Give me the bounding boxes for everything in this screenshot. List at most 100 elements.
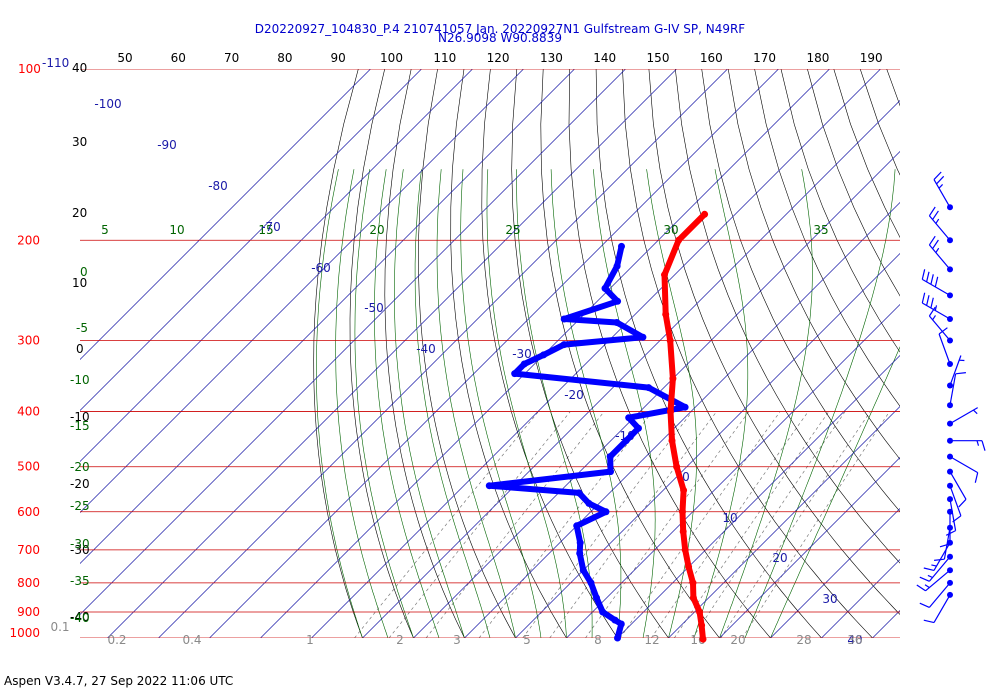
wind-barb-feather: [919, 602, 930, 608]
dry-adiabat-line: [807, 69, 900, 297]
isotherm-label: -70: [261, 220, 281, 234]
wind-barb-half-feather: [931, 564, 937, 567]
isotherm-line: [80, 69, 422, 411]
dewpoint-profile-point: [635, 424, 642, 432]
mixing-ratio-line: [478, 411, 653, 638]
dry-adiabat-line: [780, 69, 900, 353]
moist-axis-label: -20: [70, 460, 90, 474]
dewpoint-profile-point: [639, 333, 647, 341]
wind-barb-staff: [928, 244, 951, 270]
isotherm-line: [209, 69, 779, 638]
temperature-profile-point: [661, 271, 668, 279]
wind-barb-staff: [933, 542, 951, 571]
temperature-profile-point: [667, 408, 674, 416]
pressure-label: 300: [17, 333, 40, 347]
temperature-profile-point: [689, 579, 697, 587]
wind-barb-feather: [981, 440, 986, 451]
dewpoint-profile-point: [614, 634, 621, 642]
wind-barb-staff: [949, 373, 957, 406]
top-tick-label: 70: [224, 51, 239, 65]
isotherm-line: [872, 610, 900, 638]
moist-axis-label: -30: [70, 537, 90, 551]
moist-adiabat-line: [693, 169, 749, 638]
wind-barb-feather: [916, 584, 926, 592]
pressure-label: 500: [17, 460, 40, 474]
dewpoint-profile-point: [611, 616, 619, 624]
mixing-ratio-label: 5: [523, 633, 531, 647]
dewpoint-profile-point: [625, 414, 633, 422]
wind-barb-feather: [930, 274, 934, 285]
wind-barb-feather: [926, 295, 930, 306]
mixing-ratio-line: [388, 411, 571, 638]
dry-adiabat-line: [675, 69, 900, 564]
isotherm-line: [80, 69, 473, 462]
dewpoint-profile-point: [613, 262, 621, 270]
moist-adiabat-line: [394, 169, 465, 638]
dry-adiabat-line: [754, 69, 900, 407]
dewpoint-profile-point: [560, 341, 568, 349]
dry-adiabat-line: [886, 69, 900, 107]
wind-barb-staff: [921, 278, 951, 296]
moist-axis-label: -15: [70, 419, 90, 433]
wind-barb-feather: [932, 210, 939, 220]
wind-barb-feather: [974, 472, 979, 483]
moist-axis-label: -25: [70, 499, 90, 513]
wind-barb-feather: [921, 292, 926, 304]
top-tick-label: 120: [487, 51, 510, 65]
temp-axis-label: 0: [76, 342, 84, 356]
dry-adiabat-line: [384, 69, 465, 638]
moist-adiabat-line: [374, 169, 440, 638]
wind-barb-half-feather: [972, 409, 978, 415]
wind-barb-staff: [949, 498, 957, 531]
dewpoint-profile-point: [613, 319, 621, 326]
dewpoint-profile-point: [593, 594, 600, 602]
dry-adiabat-line: [349, 69, 414, 638]
dewpoint-profile-point: [485, 482, 493, 490]
wind-barb-feather: [928, 306, 936, 317]
moist-adiabat-line: [335, 169, 389, 638]
temperature-profile-point: [685, 563, 693, 571]
isotherm-label: -40: [416, 342, 436, 356]
temperature-profile-point: [669, 375, 677, 383]
isotherm-line: [80, 69, 371, 360]
dewpoint-profile-point: [618, 242, 625, 250]
wind-barb-feather: [938, 327, 948, 335]
wind-barb-half-feather: [934, 305, 938, 311]
isotherm-line: [362, 100, 900, 638]
temperature-profile-point: [662, 310, 670, 318]
moist-adiabat-line: [770, 346, 900, 638]
temperature-profile-point: [701, 210, 709, 218]
wind-barbs: [916, 171, 986, 624]
moist-adiabat-line: [646, 169, 697, 638]
temperature-profile-point: [668, 437, 676, 445]
isotherm-label: 20: [772, 551, 787, 565]
temperature-profile-point: [689, 594, 697, 602]
dewpoint-profile-point: [645, 384, 653, 392]
temp-axis-label: -20: [70, 477, 90, 491]
dry-adiabat-line: [701, 69, 900, 513]
wind-barb-staff: [949, 355, 962, 386]
moist-adiabat-line: [744, 169, 896, 638]
dewpoint-profile-point: [587, 579, 595, 587]
top-tick-label: 110: [433, 51, 456, 65]
dry-adiabat-line: [418, 69, 516, 638]
moist-axis-label: -10: [70, 373, 90, 387]
isotherm-line: [158, 69, 728, 638]
isotherm-line: [464, 202, 900, 638]
dry-adiabat-line: [859, 69, 900, 176]
wind-barb-feather: [933, 171, 942, 181]
wind-barb-staff: [921, 302, 951, 320]
dewpoint-profile-point: [540, 351, 548, 359]
dry-adiabat-line: [727, 69, 900, 460]
dry-adiabat-line: [940, 69, 1000, 638]
isotherm-label: -90: [157, 138, 177, 152]
wind-barb-half-feather: [935, 218, 940, 224]
top-tick-label: 90: [331, 51, 346, 65]
moist-axis-label: -35: [70, 574, 90, 588]
wind-barb-feather: [928, 235, 936, 246]
wind-barb-feather: [945, 530, 956, 536]
moist-axis-label: -40: [70, 611, 90, 625]
mixing-ratio-label: 0.4: [182, 633, 201, 647]
dewpoint-profile-point: [579, 566, 587, 574]
